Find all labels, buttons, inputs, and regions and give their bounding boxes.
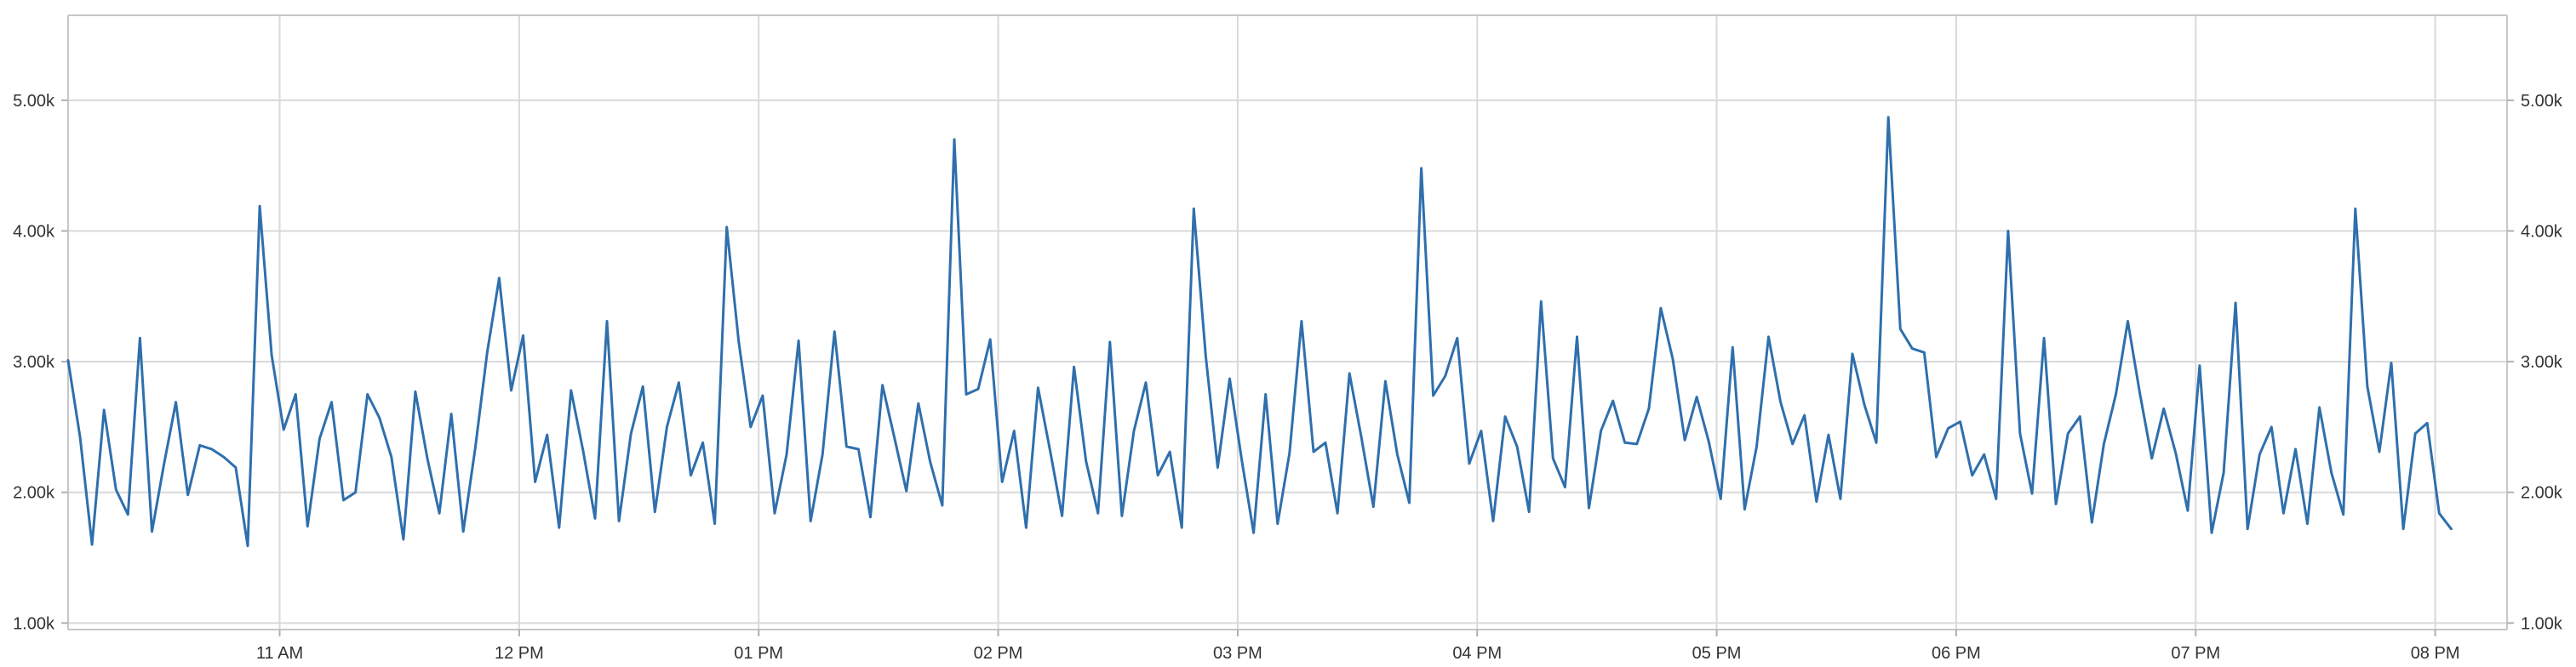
- gridlines: [68, 15, 2507, 630]
- y-tick-label-left: 2.00k: [13, 484, 55, 503]
- y-tick-label-left: 3.00k: [13, 353, 55, 372]
- x-tick-label: 02 PM: [974, 644, 1023, 663]
- y-tick-label-right: 4.00k: [2521, 222, 2563, 241]
- plot-frame: [67, 14, 2508, 630]
- x-tick-label: 03 PM: [1213, 644, 1262, 663]
- x-tick-label: 06 PM: [1932, 644, 1981, 663]
- x-tick-label: 12 PM: [495, 644, 544, 663]
- x-tick-label: 04 PM: [1452, 644, 1502, 663]
- x-axis: 11 AM 12 PM 01 PM 02 PM 03 PM 04 PM 05 PM 06 PM…: [256, 630, 2460, 663]
- x-tick-label: 07 PM: [2171, 644, 2220, 663]
- x-tick-label: 01 PM: [734, 644, 783, 663]
- y-tick-label-right: 5.00k: [2521, 92, 2563, 111]
- series-line: [66, 116, 2453, 548]
- x-tick-label: 08 PM: [2411, 644, 2460, 663]
- y-tick-label-left: 5.00k: [13, 92, 55, 111]
- y-tick-label-right: 2.00k: [2521, 484, 2563, 503]
- y-tick-label-right: 3.00k: [2521, 353, 2563, 372]
- y-tick-label-right: 1.00k: [2521, 614, 2563, 633]
- y-axis-left: 1.00k 2.00k 3.00k 4.00k 5.00k: [13, 92, 68, 633]
- x-tick-label: 11 AM: [256, 644, 303, 663]
- y-tick-label-left: 1.00k: [13, 614, 55, 633]
- x-tick-label: 05 PM: [1692, 644, 1742, 663]
- y-axis-right: 1.00k 2.00k 3.00k 4.00k 5.00k: [2507, 92, 2563, 633]
- series-group: [66, 116, 2453, 548]
- y-tick-label-left: 4.00k: [13, 222, 55, 241]
